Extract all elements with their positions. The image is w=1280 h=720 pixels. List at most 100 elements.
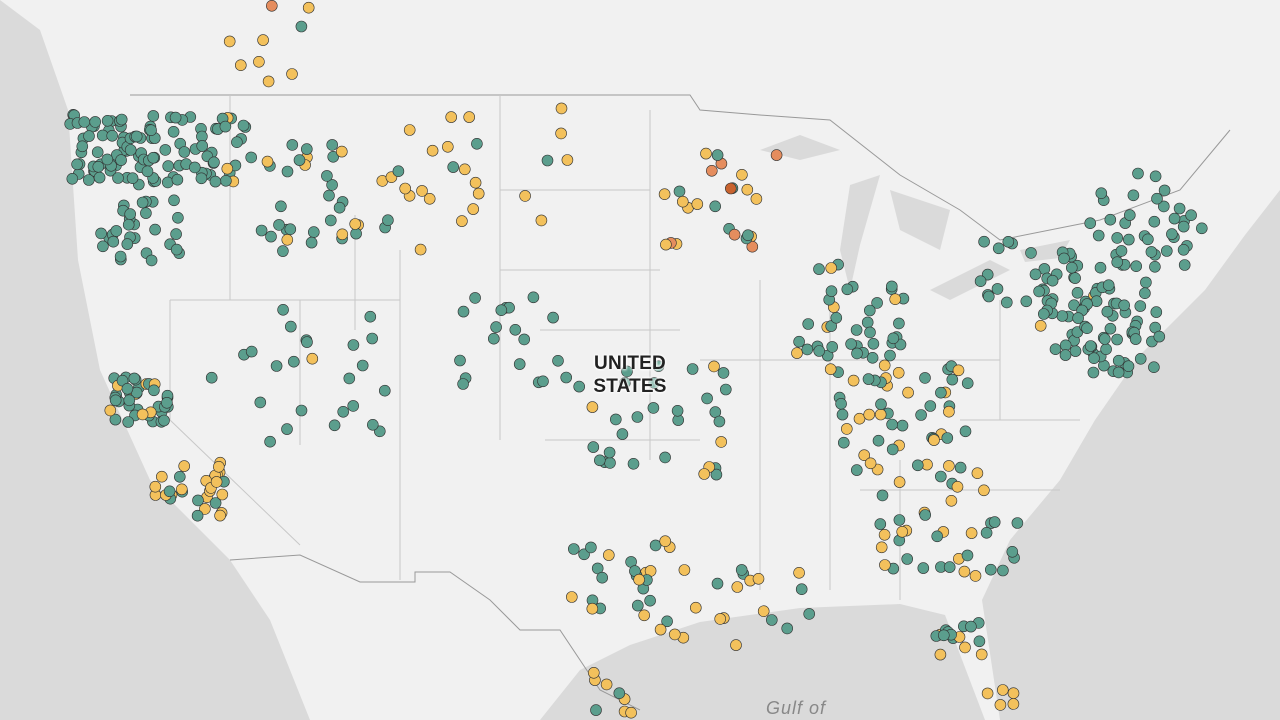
location-marker[interactable] bbox=[1070, 346, 1081, 357]
location-marker[interactable] bbox=[382, 215, 393, 226]
location-marker[interactable] bbox=[953, 365, 964, 376]
location-marker[interactable] bbox=[960, 426, 971, 437]
location-marker[interactable] bbox=[1196, 223, 1207, 234]
location-marker[interactable] bbox=[1179, 260, 1190, 271]
location-marker[interactable] bbox=[301, 144, 312, 155]
location-marker[interactable] bbox=[1082, 323, 1093, 334]
location-marker[interactable] bbox=[852, 348, 863, 359]
location-marker[interactable] bbox=[966, 528, 977, 539]
location-marker[interactable] bbox=[162, 177, 173, 188]
location-marker[interactable] bbox=[1096, 188, 1107, 199]
location-marker[interactable] bbox=[287, 139, 298, 150]
location-marker[interactable] bbox=[714, 416, 725, 427]
location-marker[interactable] bbox=[296, 405, 307, 416]
location-marker[interactable] bbox=[935, 471, 946, 482]
location-marker[interactable] bbox=[172, 174, 183, 185]
location-marker[interactable] bbox=[285, 321, 296, 332]
location-marker[interactable] bbox=[1128, 190, 1139, 201]
location-marker[interactable] bbox=[473, 188, 484, 199]
location-marker[interactable] bbox=[771, 150, 782, 161]
location-marker[interactable] bbox=[614, 688, 625, 699]
location-marker[interactable] bbox=[1146, 246, 1157, 257]
location-marker[interactable] bbox=[1001, 297, 1012, 308]
location-marker[interactable] bbox=[125, 209, 136, 220]
location-marker[interactable] bbox=[96, 228, 107, 239]
location-marker[interactable] bbox=[536, 215, 547, 226]
location-marker[interactable] bbox=[699, 469, 710, 480]
location-marker[interactable] bbox=[235, 60, 246, 71]
location-marker[interactable] bbox=[978, 485, 989, 496]
location-marker[interactable] bbox=[736, 564, 747, 575]
location-marker[interactable] bbox=[894, 515, 905, 526]
location-marker[interactable] bbox=[146, 255, 157, 266]
location-marker[interactable] bbox=[464, 112, 475, 123]
location-marker[interactable] bbox=[113, 173, 124, 184]
location-marker[interactable] bbox=[84, 131, 95, 142]
location-marker[interactable] bbox=[107, 130, 118, 141]
location-marker[interactable] bbox=[350, 219, 361, 230]
location-marker[interactable] bbox=[329, 420, 340, 431]
location-marker[interactable] bbox=[729, 229, 740, 240]
location-marker[interactable] bbox=[925, 401, 936, 412]
location-marker[interactable] bbox=[1070, 273, 1081, 284]
location-marker[interactable] bbox=[603, 550, 614, 561]
location-marker[interactable] bbox=[1072, 287, 1083, 298]
location-marker[interactable] bbox=[246, 346, 257, 357]
location-marker[interactable] bbox=[862, 317, 873, 328]
location-marker[interactable] bbox=[672, 405, 683, 416]
location-marker[interactable] bbox=[562, 155, 573, 166]
location-marker[interactable] bbox=[116, 155, 127, 166]
location-marker[interactable] bbox=[985, 564, 996, 575]
location-marker[interactable] bbox=[116, 114, 127, 125]
location-marker[interactable] bbox=[137, 409, 148, 420]
location-marker[interactable] bbox=[348, 340, 359, 351]
location-marker[interactable] bbox=[660, 536, 671, 547]
location-marker[interactable] bbox=[588, 442, 599, 453]
location-marker[interactable] bbox=[367, 419, 378, 430]
location-marker[interactable] bbox=[1030, 269, 1041, 280]
location-marker[interactable] bbox=[1012, 518, 1023, 529]
location-marker[interactable] bbox=[97, 241, 108, 252]
location-marker[interactable] bbox=[1088, 367, 1099, 378]
location-marker[interactable] bbox=[903, 387, 914, 398]
location-marker[interactable] bbox=[712, 150, 723, 161]
location-marker[interactable] bbox=[1008, 688, 1019, 699]
location-marker[interactable] bbox=[514, 359, 525, 370]
location-marker[interactable] bbox=[943, 460, 954, 471]
location-marker[interactable] bbox=[255, 397, 266, 408]
location-marker[interactable] bbox=[94, 172, 105, 183]
location-marker[interactable] bbox=[1148, 362, 1159, 373]
location-marker[interactable] bbox=[1103, 280, 1114, 291]
location-marker[interactable] bbox=[93, 161, 104, 172]
location-marker[interactable] bbox=[632, 600, 643, 611]
location-marker[interactable] bbox=[1151, 307, 1162, 318]
location-marker[interactable] bbox=[1130, 334, 1141, 345]
location-marker[interactable] bbox=[1150, 171, 1161, 182]
location-marker[interactable] bbox=[446, 112, 457, 123]
location-marker[interactable] bbox=[1038, 309, 1049, 320]
location-marker[interactable] bbox=[792, 348, 803, 359]
location-marker[interactable] bbox=[148, 385, 159, 396]
location-marker[interactable] bbox=[285, 224, 296, 235]
location-marker[interactable] bbox=[826, 263, 837, 274]
location-marker[interactable] bbox=[1186, 210, 1197, 221]
location-marker[interactable] bbox=[150, 481, 161, 492]
location-marker[interactable] bbox=[851, 325, 862, 336]
location-marker[interactable] bbox=[1099, 334, 1110, 345]
location-marker[interactable] bbox=[959, 566, 970, 577]
location-marker[interactable] bbox=[879, 529, 890, 540]
location-marker[interactable] bbox=[893, 367, 904, 378]
location-marker[interactable] bbox=[660, 239, 671, 250]
location-marker[interactable] bbox=[137, 197, 148, 208]
location-marker[interactable] bbox=[220, 175, 231, 186]
location-marker[interactable] bbox=[296, 21, 307, 32]
location-marker[interactable] bbox=[1112, 334, 1123, 345]
location-marker[interactable] bbox=[196, 173, 207, 184]
location-marker[interactable] bbox=[979, 236, 990, 247]
location-marker[interactable] bbox=[1149, 261, 1160, 272]
location-marker[interactable] bbox=[265, 436, 276, 447]
location-marker[interactable] bbox=[1135, 353, 1146, 364]
location-marker[interactable] bbox=[334, 202, 345, 213]
location-marker[interactable] bbox=[814, 346, 825, 357]
location-marker[interactable] bbox=[1035, 320, 1046, 331]
